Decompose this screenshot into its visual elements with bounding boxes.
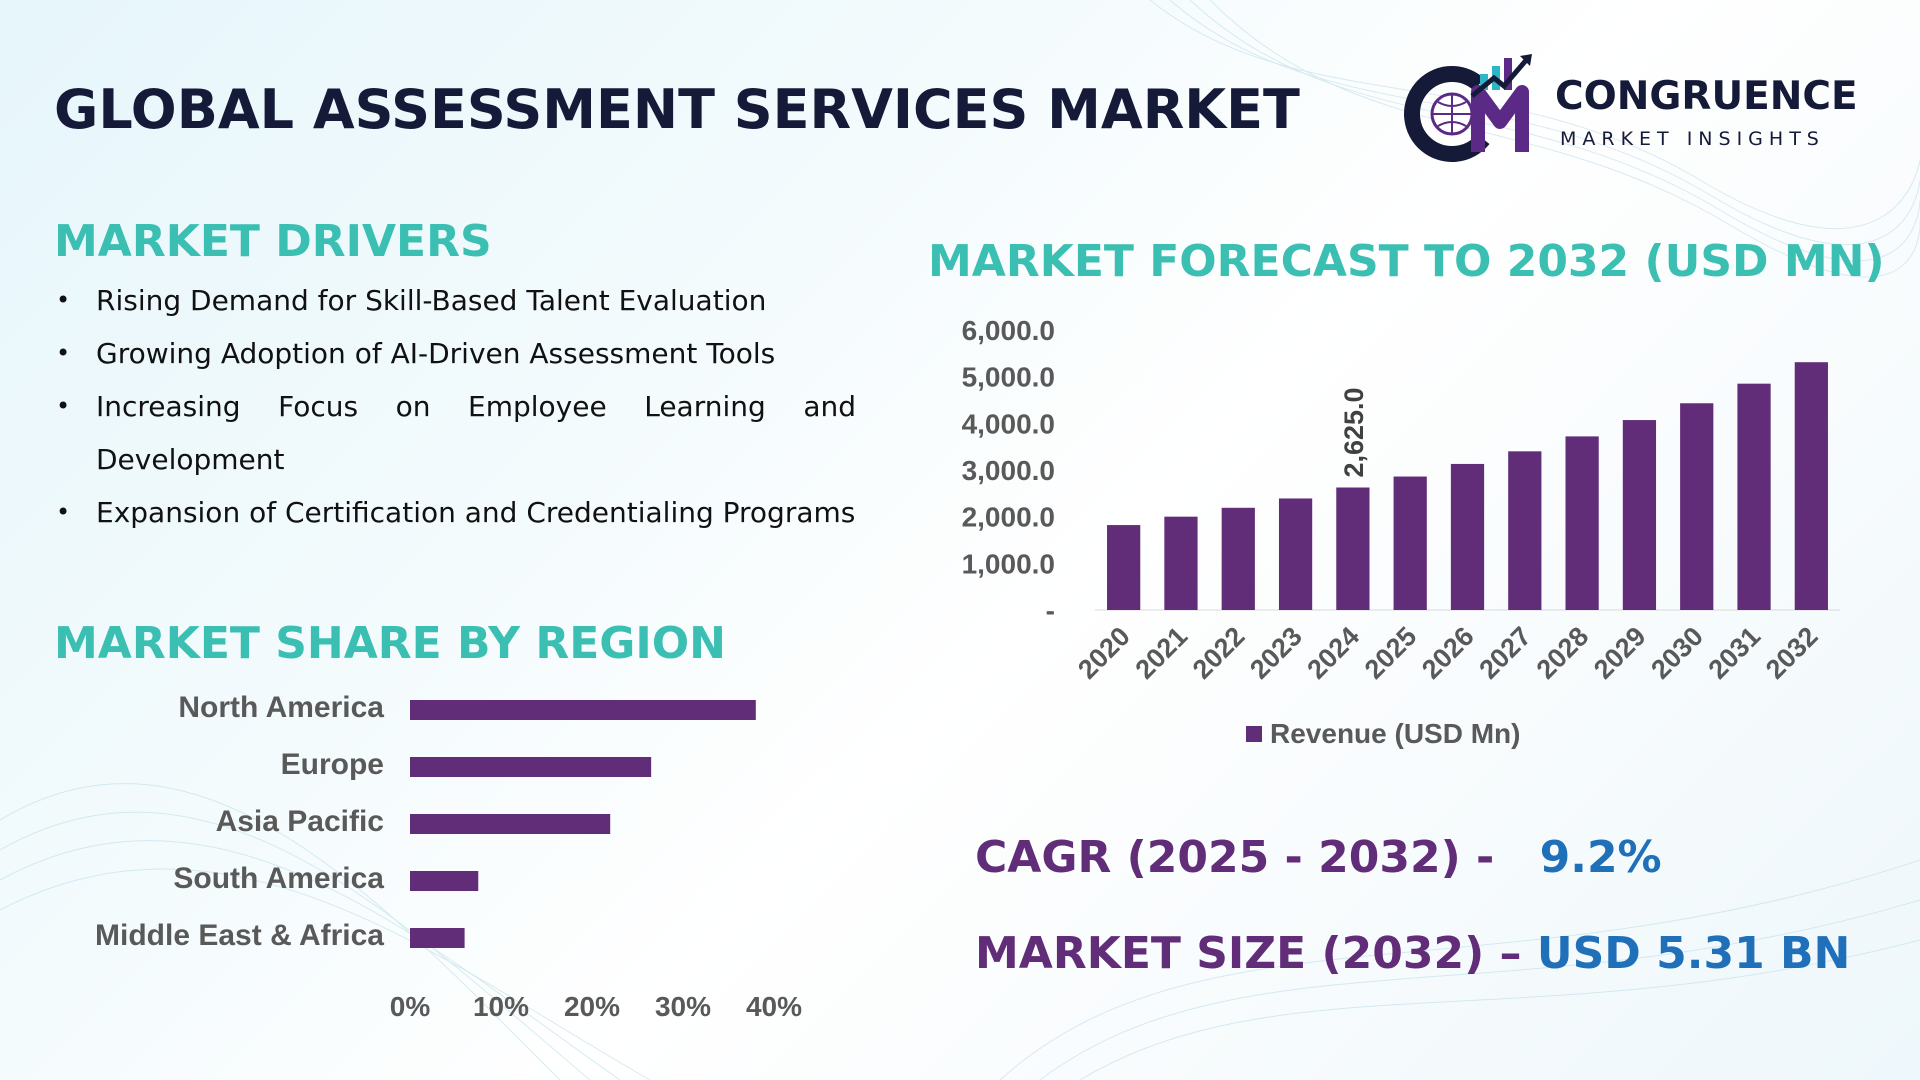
driver-item: • Growing Adoption of AI-Driven Assessmen… — [56, 327, 856, 380]
x-tick-label: 2030 — [1645, 621, 1709, 685]
region-label: Asia Pacific — [215, 805, 384, 838]
data-label-2024: 2,625.0 — [1339, 387, 1369, 477]
x-tick-label: 2031 — [1703, 621, 1767, 685]
forecast-bar-2026 — [1450, 463, 1485, 610]
x-tick-label: 2025 — [1359, 621, 1423, 685]
y-tick-label: 1,000.0 — [962, 548, 1055, 579]
region-heading: MARKET SHARE BY REGION — [54, 618, 726, 669]
x-tick-label: 40% — [746, 991, 802, 1022]
x-tick-label: 20% — [564, 991, 620, 1022]
y-tick-label: 2,000.0 — [962, 502, 1055, 533]
legend-label: Revenue (USD Mn) — [1270, 718, 1520, 749]
forecast-bar-2025 — [1393, 476, 1427, 610]
logo-name: CONGRUENCE — [1555, 74, 1858, 119]
y-tick-label: - — [1046, 595, 1055, 626]
region-label: North America — [178, 691, 384, 724]
forecast-bar-2024 — [1336, 487, 1370, 610]
y-tick-label: 3,000.0 — [962, 455, 1055, 486]
forecast-bar-2031 — [1737, 383, 1771, 610]
y-tick-label: 6,000.0 — [962, 315, 1055, 346]
forecast-bar-2032 — [1794, 362, 1828, 610]
x-tick-label: 2022 — [1187, 621, 1251, 685]
x-tick-label: 2027 — [1473, 621, 1537, 685]
x-tick-label: 2026 — [1416, 621, 1480, 685]
x-tick-label: 2032 — [1760, 621, 1824, 685]
x-tick-label: 2023 — [1244, 621, 1308, 685]
region-label: South America — [173, 862, 384, 895]
bullet-icon: • — [56, 392, 71, 420]
bullet-icon: • — [56, 498, 71, 526]
y-tick-label: 5,000.0 — [962, 362, 1055, 393]
forecast-bar-2021 — [1164, 516, 1198, 610]
drivers-heading: MARKET DRIVERS — [54, 216, 492, 267]
market-size-label: MARKET SIZE (2032) – — [975, 928, 1522, 979]
forecast-bar-2029 — [1622, 420, 1657, 610]
forecast-heading: MARKET FORECAST TO 2032 (USD MN) — [928, 236, 1885, 287]
x-tick-label: 10% — [473, 991, 529, 1022]
region-bar — [410, 700, 756, 720]
region-share-chart: North America Europe Asia Pacific South Ame… — [54, 680, 834, 1030]
market-size-stat: MARKET SIZE (2032) – USD 5.31 BN — [975, 928, 1850, 979]
x-tick-label: 2024 — [1301, 621, 1365, 685]
logo-mark-icon — [1404, 54, 1532, 162]
x-tick-label: 2028 — [1531, 621, 1595, 685]
x-tick-label: 30% — [655, 991, 711, 1022]
company-logo: CONGRUENCE MARKET INSIGHTS — [1400, 52, 1880, 162]
cagr-label: CAGR (2025 - 2032) - — [975, 832, 1495, 883]
region-label: Middle East & Africa — [95, 919, 384, 952]
forecast-bar-2023 — [1278, 498, 1313, 610]
forecast-bar-2020 — [1107, 525, 1141, 610]
forecast-bar-2028 — [1565, 436, 1599, 610]
driver-item: • Increasing Focus on Employee Learning a… — [56, 380, 856, 486]
chart-legend: Revenue (USD Mn) — [1246, 718, 1520, 749]
forecast-bar-2022 — [1221, 507, 1255, 610]
region-bars: 0% 10% 20% 30% 40% — [390, 700, 802, 1022]
region-labels: North America Europe Asia Pacific South Ame… — [54, 680, 384, 980]
region-bar — [410, 928, 465, 948]
driver-item: • Rising Demand for Skill-Based Talent Ev… — [56, 274, 856, 327]
y-tick-label: 4,000.0 — [962, 408, 1055, 439]
region-bar — [410, 757, 652, 777]
x-tick-label: 0% — [390, 991, 431, 1022]
driver-item: • Expansion of Certification and Credenti… — [56, 486, 856, 539]
logo-tagline: MARKET INSIGHTS — [1560, 128, 1825, 150]
x-tick-label: 2020 — [1072, 621, 1136, 685]
drivers-list: • Rising Demand for Skill-Based Talent Ev… — [56, 274, 856, 539]
forecast-chart: - 1,000.0 2,000.0 3,000.0 4,000.0 5,000.0 6,00… — [962, 315, 1840, 749]
x-tick-label: 2029 — [1588, 621, 1652, 685]
cagr-value: 9.2% — [1539, 832, 1662, 883]
bullet-icon: • — [56, 286, 71, 314]
region-bar — [410, 814, 611, 834]
bullet-icon: • — [56, 339, 71, 367]
page-title: GLOBAL ASSESSMENT SERVICES MARKET — [54, 78, 1300, 141]
region-label: Europe — [280, 748, 384, 781]
cagr-stat: CAGR (2025 - 2032) - 9.2% — [975, 832, 1662, 883]
forecast-bar-2027 — [1508, 451, 1542, 610]
legend-swatch — [1246, 726, 1262, 742]
forecast-bar-2030 — [1680, 403, 1714, 610]
market-size-value: USD 5.31 BN — [1536, 928, 1851, 979]
region-bar — [410, 871, 479, 891]
x-tick-label: 2021 — [1130, 621, 1194, 685]
